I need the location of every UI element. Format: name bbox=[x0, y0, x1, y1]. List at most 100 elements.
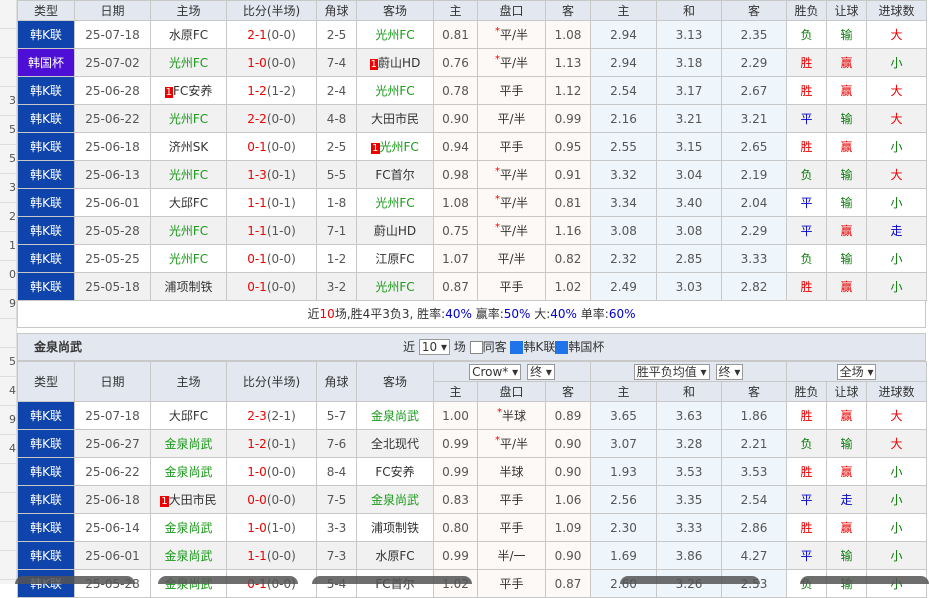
away-team-cell[interactable]: 蔚山HD bbox=[356, 216, 434, 245]
home-team-cell[interactable]: 金泉尚武 bbox=[150, 541, 227, 570]
away-team-cell[interactable]: FC安养 bbox=[356, 457, 434, 486]
home-team-cell[interactable]: 光州FC bbox=[150, 160, 227, 189]
away-team-name[interactable]: 金泉尚武 bbox=[370, 493, 419, 507]
away-team-name[interactable]: 光州FC bbox=[375, 84, 415, 98]
table-row[interactable]: 韩K联 25-06-01 大邱FC 1-1(0-1) 1-8 光州FC 1.08 *平/半 0.… bbox=[17, 188, 927, 217]
league-type[interactable]: 韩K联 bbox=[17, 401, 75, 430]
score-cell[interactable]: 1-2(1-2) bbox=[226, 76, 317, 105]
away-team-name[interactable]: 光州FC bbox=[375, 280, 415, 294]
league-type[interactable]: 韩K联 bbox=[17, 485, 75, 514]
away-team-cell[interactable]: 全北现代 bbox=[356, 429, 434, 458]
away-team-cell[interactable]: 金泉尚武 bbox=[356, 485, 434, 514]
table-row[interactable]: 韩K联 25-06-01 金泉尚武 1-1(0-0) 7-3 水原FC 0.99 半/一 0.9… bbox=[17, 541, 928, 570]
league2-checkbox[interactable] bbox=[555, 341, 569, 354]
league-type[interactable]: 韩K联 bbox=[17, 272, 75, 301]
table-row[interactable]: 韩国杯 25-07-02 光州FC 1-0(0-0) 7-4 1蔚山HD 0.76 *平/半 1… bbox=[17, 48, 927, 77]
away-team-cell[interactable]: 1蔚山HD bbox=[356, 48, 434, 77]
table-row[interactable]: 韩K联 25-05-18 浦项制铁 0-1(0-0) 3-2 光州FC 0.87 平手 1.02… bbox=[17, 272, 927, 301]
same-away-checkbox[interactable] bbox=[469, 341, 483, 354]
away-team-name[interactable]: 浦项制铁 bbox=[370, 521, 419, 535]
home-team-name[interactable]: FC安养 bbox=[173, 84, 213, 98]
home-team-cell[interactable]: 1FC安养 bbox=[150, 76, 227, 105]
table-row[interactable]: 韩K联 25-06-14 金泉尚武 1-0(1-0) 3-3 浦项制铁 0.80 平手 1.09… bbox=[17, 513, 928, 542]
home-team-name[interactable]: 金泉尚武 bbox=[164, 465, 213, 479]
home-team-name[interactable]: 浦项制铁 bbox=[164, 280, 213, 294]
score-cell[interactable]: 1-3(0-1) bbox=[226, 160, 317, 189]
score-cell[interactable]: 1-0(0-0) bbox=[226, 48, 317, 77]
away-team-name[interactable]: 光州FC bbox=[375, 196, 415, 210]
home-team-name[interactable]: 金泉尚武 bbox=[164, 521, 213, 535]
table-row[interactable]: 韩K联 25-05-28 光州FC 1-1(1-0) 7-1 蔚山HD 0.75 *平/半 1.… bbox=[17, 216, 927, 245]
away-team-cell[interactable]: 光州FC bbox=[356, 76, 434, 105]
table-row[interactable]: 韩K联 25-06-18 济州SK 0-1(0-0) 2-5 1光州FC 0.94 平手 0.9… bbox=[17, 132, 927, 161]
home-team-cell[interactable]: 光州FC bbox=[150, 216, 227, 245]
away-team-name[interactable]: 光州FC bbox=[375, 28, 415, 42]
away-team-name[interactable]: 全北现代 bbox=[370, 437, 419, 451]
home-team-name[interactable]: 金泉尚武 bbox=[164, 437, 213, 451]
away-team-name[interactable]: 蔚山HD bbox=[373, 224, 417, 238]
home-team-cell[interactable]: 金泉尚武 bbox=[150, 457, 227, 486]
away-team-cell[interactable]: 水原FC bbox=[356, 541, 434, 570]
home-team-name[interactable]: 光州FC bbox=[168, 168, 209, 182]
company-select[interactable]: Crow* ▾ bbox=[469, 364, 522, 380]
league-type[interactable]: 韩K联 bbox=[17, 104, 75, 133]
home-team-cell[interactable]: 大邱FC bbox=[150, 401, 227, 430]
home-team-cell[interactable]: 浦项制铁 bbox=[150, 272, 227, 301]
score-cell[interactable]: 1-2(0-1) bbox=[226, 429, 317, 458]
score-cell[interactable]: 0-1(0-0) bbox=[226, 244, 317, 273]
home-team-name[interactable]: 济州SK bbox=[168, 140, 209, 154]
table-row[interactable]: 韩K联 25-05-25 光州FC 0-1(0-0) 1-2 江原FC 1.07 平/半 0.8… bbox=[17, 244, 927, 273]
league-type[interactable]: 韩K联 bbox=[17, 160, 75, 189]
away-team-name[interactable]: FC首尔 bbox=[375, 168, 415, 182]
away-team-name[interactable]: 金泉尚武 bbox=[370, 409, 419, 423]
away-team-cell[interactable]: 江原FC bbox=[356, 244, 434, 273]
home-team-cell[interactable]: 大邱FC bbox=[150, 188, 227, 217]
score-cell[interactable]: 2-3(2-1) bbox=[226, 401, 317, 430]
score-cell[interactable]: 1-1(0-1) bbox=[226, 188, 317, 217]
home-team-cell[interactable]: 济州SK bbox=[150, 132, 227, 161]
league-type[interactable]: 韩K联 bbox=[17, 188, 75, 217]
table-row[interactable]: 韩K联 25-06-28 1FC安养 1-2(1-2) 2-4 光州FC 0.78 平手 1.1… bbox=[17, 76, 927, 105]
score-cell[interactable]: 1-1(1-0) bbox=[226, 216, 317, 245]
home-team-cell[interactable]: 金泉尚武 bbox=[150, 513, 227, 542]
away-team-cell[interactable]: 光州FC bbox=[356, 272, 434, 301]
score-cell[interactable]: 0-1(0-0) bbox=[226, 272, 317, 301]
score-cell[interactable]: 1-0(0-0) bbox=[226, 457, 317, 486]
table-row[interactable]: 韩K联 25-06-18 1大田市民 0-0(0-0) 7-5 金泉尚武 0.83 平手 1.0… bbox=[17, 485, 928, 514]
away-team-cell[interactable]: 光州FC bbox=[356, 20, 434, 49]
league-type[interactable]: 韩K联 bbox=[17, 244, 75, 273]
league-type[interactable]: 韩国杯 bbox=[17, 48, 75, 77]
home-team-name[interactable]: 光州FC bbox=[168, 56, 209, 70]
score-cell[interactable]: 2-1(0-0) bbox=[226, 20, 317, 49]
league-type[interactable]: 韩K联 bbox=[17, 541, 75, 570]
away-team-cell[interactable]: 金泉尚武 bbox=[356, 401, 434, 430]
away-team-cell[interactable]: 1光州FC bbox=[356, 132, 434, 161]
table-row[interactable]: 韩K联 25-07-18 水原FC 2-1(0-0) 2-5 光州FC 0.81 *平/半 1.… bbox=[17, 20, 927, 49]
home-team-cell[interactable]: 光州FC bbox=[150, 48, 227, 77]
away-team-name[interactable]: 大田市民 bbox=[370, 112, 419, 126]
match-count-select[interactable]: 10 ▾ bbox=[418, 339, 450, 355]
score-cell[interactable]: 0-1(0-0) bbox=[226, 132, 317, 161]
table-row[interactable]: 韩K联 25-07-18 大邱FC 2-3(2-1) 5-7 金泉尚武 1.00 *半球 0.8… bbox=[17, 401, 928, 430]
home-team-name[interactable]: 光州FC bbox=[168, 112, 209, 126]
home-team-cell[interactable]: 光州FC bbox=[150, 104, 227, 133]
away-team-cell[interactable]: 浦项制铁 bbox=[356, 513, 434, 542]
home-team-name[interactable]: 水原FC bbox=[168, 28, 209, 42]
league-type[interactable]: 韩K联 bbox=[17, 216, 75, 245]
away-team-cell[interactable]: FC首尔 bbox=[356, 160, 434, 189]
league-type[interactable]: 韩K联 bbox=[17, 513, 75, 542]
league-type[interactable]: 韩K联 bbox=[17, 132, 75, 161]
score-cell[interactable]: 1-1(0-0) bbox=[226, 541, 317, 570]
league-type[interactable]: 韩K联 bbox=[17, 20, 75, 49]
league-type[interactable]: 韩K联 bbox=[17, 429, 75, 458]
home-team-cell[interactable]: 金泉尚武 bbox=[150, 429, 227, 458]
score-cell[interactable]: 1-0(1-0) bbox=[226, 513, 317, 542]
europe-odds-select[interactable]: 胜平负均值 ▾ bbox=[633, 364, 710, 380]
home-team-name[interactable]: 大田市民 bbox=[168, 493, 217, 507]
scope-select[interactable]: 全场 ▾ bbox=[836, 364, 877, 380]
score-cell[interactable]: 2-2(0-0) bbox=[226, 104, 317, 133]
time-select[interactable]: 终 ▾ bbox=[527, 364, 555, 380]
away-team-name[interactable]: 蔚山HD bbox=[378, 56, 421, 70]
home-team-cell[interactable]: 1大田市民 bbox=[150, 485, 227, 514]
home-team-name[interactable]: 光州FC bbox=[168, 252, 209, 266]
